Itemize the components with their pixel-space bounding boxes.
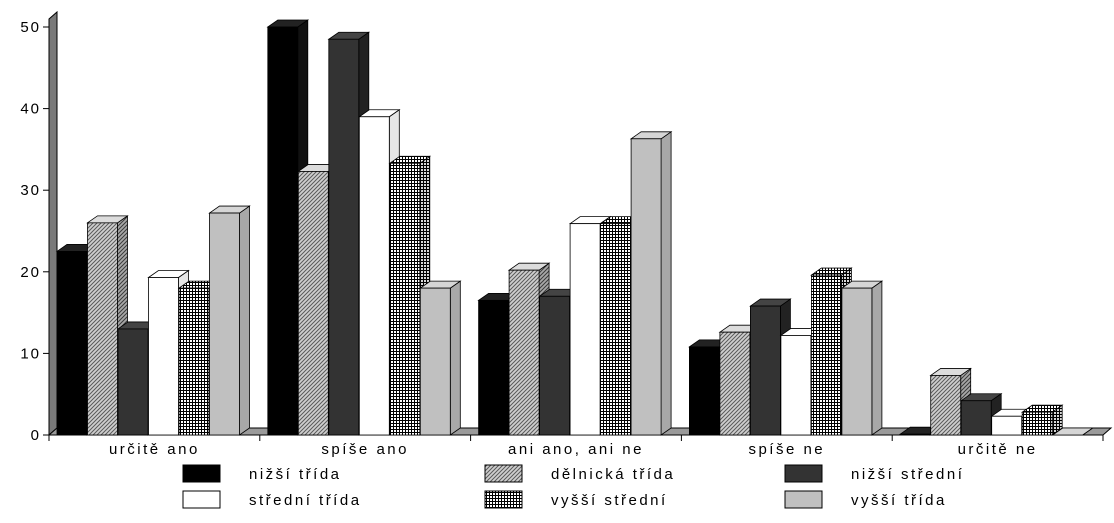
bar-front: [630, 138, 662, 436]
y-tick-label: 20: [20, 264, 41, 281]
bar: [208, 205, 251, 436]
bar-front: [87, 222, 118, 436]
bar-front: [539, 295, 570, 436]
legend-label: střední třída: [249, 492, 362, 509]
bar: [1051, 427, 1094, 436]
bar: [1020, 404, 1064, 436]
bar-front: [600, 223, 631, 436]
legend-item: střední třída: [182, 490, 362, 509]
y-tick-label: 10: [20, 345, 41, 362]
y-tick-label: 0: [31, 427, 41, 444]
legend-label: dělnická třída: [551, 466, 675, 483]
bar-front: [930, 375, 962, 436]
legend-item: nižší třída: [182, 464, 342, 483]
bar-front: [899, 433, 931, 436]
bar-front: [569, 223, 601, 436]
legend-label: vyšší střední: [551, 492, 668, 509]
bar: [419, 280, 462, 436]
bar-front: [841, 287, 873, 436]
legend-item: nižší střední: [784, 464, 964, 483]
bar-front: [811, 274, 842, 436]
bar-front: [389, 162, 421, 436]
bar: [629, 131, 673, 436]
bar-front: [56, 250, 88, 436]
bar-front: [117, 328, 149, 436]
legend-label: vyšší třída: [851, 492, 947, 509]
bar-side: [660, 131, 672, 436]
legend-swatch: [784, 464, 823, 483]
bar-front: [178, 287, 210, 436]
bar: [929, 367, 972, 436]
legend-item: vyšší střední: [484, 490, 668, 509]
legend-item: vyšší třída: [784, 490, 947, 509]
bar-front: [148, 277, 179, 436]
bar-front: [991, 415, 1023, 436]
bar-front: [209, 212, 240, 436]
y-tick-label: 50: [20, 19, 41, 36]
bar-front: [750, 305, 781, 436]
bar-front: [780, 335, 812, 436]
bars: [55, 19, 1094, 436]
bar-front: [508, 269, 540, 436]
bar-front: [719, 331, 751, 436]
legend-swatch: [182, 490, 221, 509]
legend-swatch: [484, 464, 523, 483]
legend-swatch: [484, 490, 523, 509]
bar-side: [239, 205, 250, 436]
y-axis-wall: [48, 10, 58, 437]
bar: [840, 280, 884, 436]
x-tick-label: určitě ne: [958, 441, 1038, 458]
y-tick-label: 40: [20, 101, 41, 118]
bar-front: [267, 26, 299, 436]
bar-side: [449, 280, 461, 436]
x-tick-label: ani ano, ani ne: [508, 441, 644, 458]
legend-item: dělnická třída: [484, 464, 675, 483]
bar-front: [419, 287, 451, 436]
bar-front: [689, 346, 720, 436]
bar-front: [478, 299, 510, 436]
y-tick-label: 30: [20, 182, 41, 199]
bar-front: [1021, 411, 1053, 436]
bar-front: [297, 171, 329, 436]
legend: nižší třída dělnická třída nižší střední st…: [182, 464, 964, 509]
legend-swatch: [784, 490, 823, 509]
legend-label: nižší střední: [851, 466, 964, 483]
x-tick-label: spíše ne: [748, 441, 825, 458]
x-tick-label: spíše ano: [321, 441, 409, 458]
labels: 0 10 20 30 40 50 určitě ano spíše ano ani ano, a…: [20, 19, 1038, 458]
bar-top: [1051, 427, 1094, 436]
legend-swatch: [182, 464, 221, 483]
bar-side: [871, 280, 883, 436]
bar-front: [328, 38, 360, 436]
bar-front: [358, 116, 390, 436]
legend-label: nižší třída: [249, 466, 342, 483]
x-tick-label: určitě ano: [109, 441, 200, 458]
bar-front: [960, 400, 992, 436]
